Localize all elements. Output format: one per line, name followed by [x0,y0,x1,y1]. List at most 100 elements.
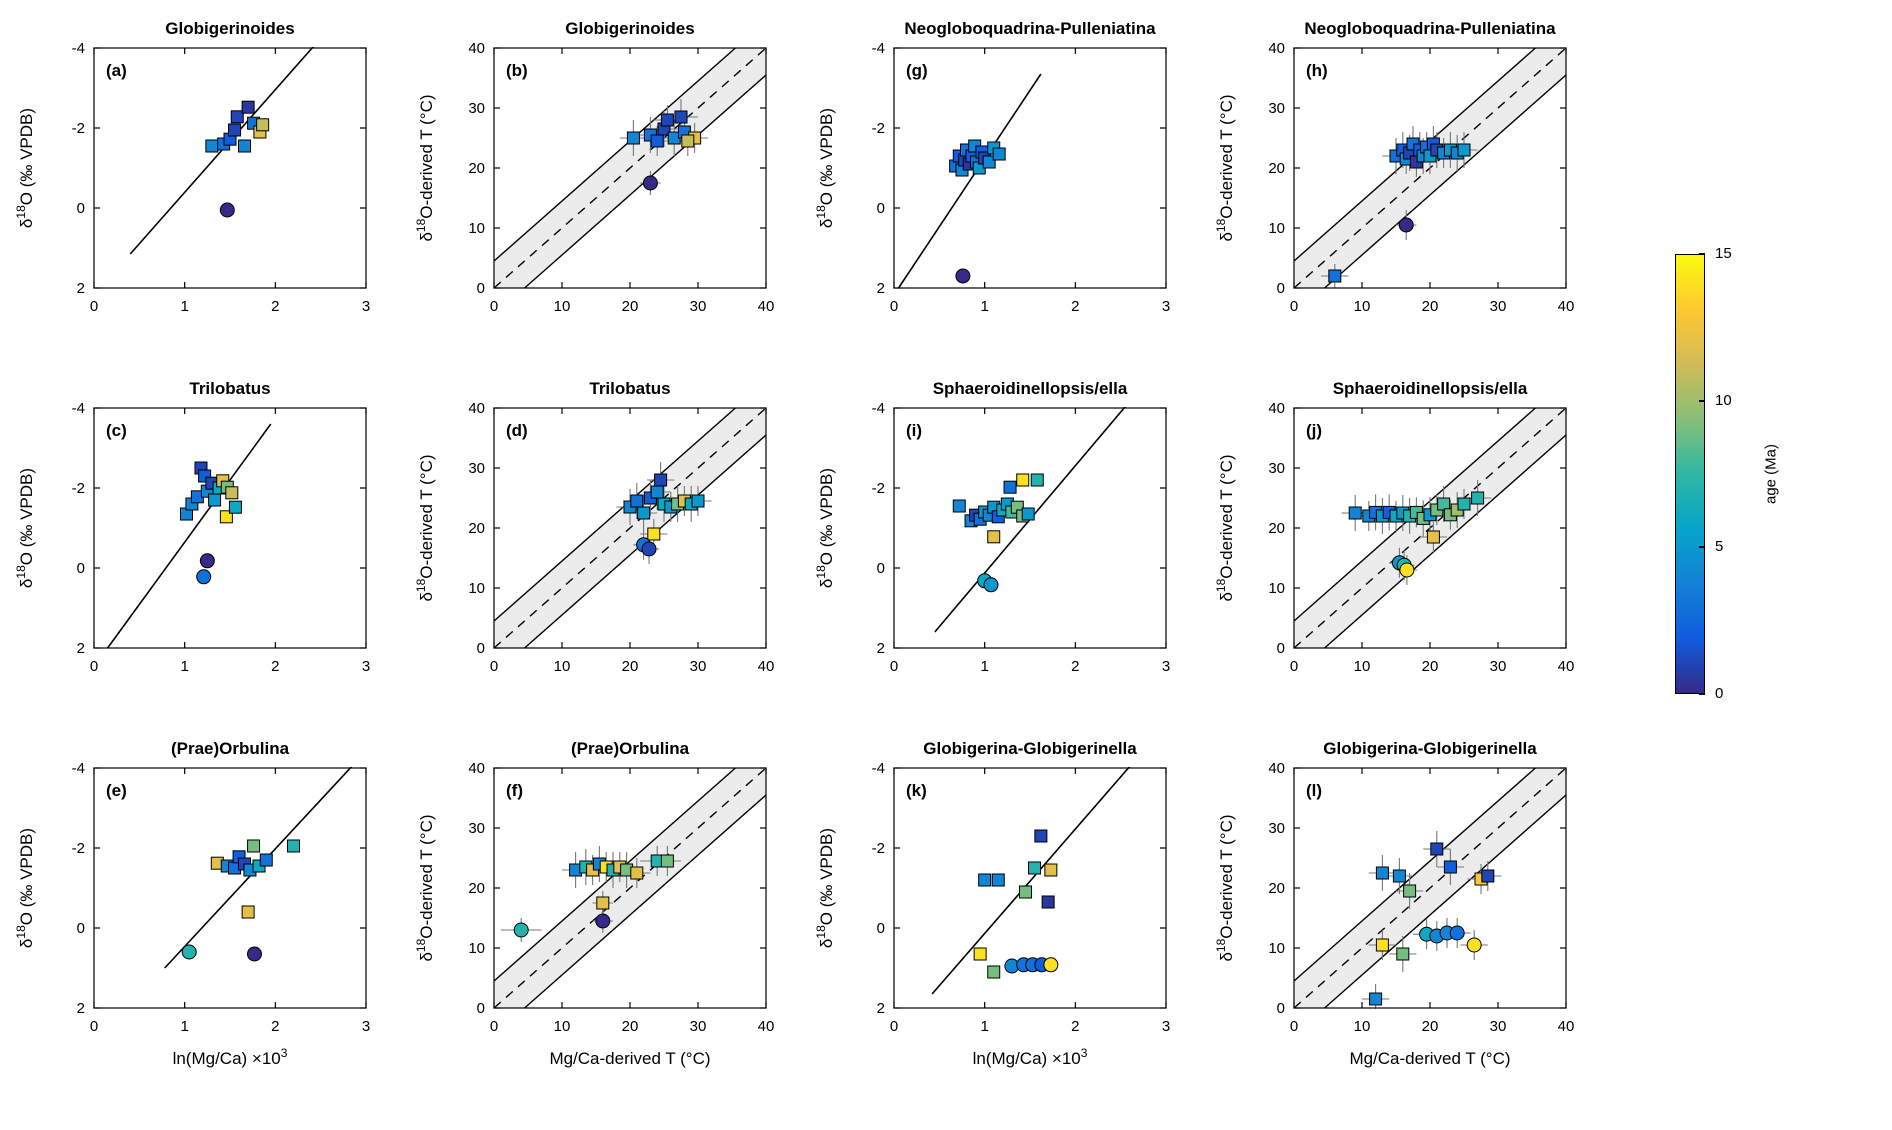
panel-letter: (f) [506,781,523,800]
plot-layer [1293,407,1567,649]
plot-layer [934,407,1127,633]
x-tick-label: 3 [362,298,370,315]
plot-layer [129,47,315,255]
x-tick-label: 40 [758,1018,775,1035]
x-tick-label: 0 [1290,658,1298,675]
colorbar-gradient [1675,254,1705,694]
data-point-circle [181,944,197,960]
identity-line [1293,767,1567,1009]
data-point-square [1457,497,1471,511]
y-tick-label: 0 [877,560,885,577]
plot-box [93,407,367,649]
panel-title: Sphaeroidinellopsis/ella [1333,379,1528,398]
panel-title: Globigerina-Globigerinella [1323,739,1537,758]
data-point-square [1426,530,1440,544]
panel-d: Trilobatus 0 10 20 30 40 0 10 20 30 40 (d) δ18O-deri… [414,379,774,675]
band-lower-line [524,794,767,1009]
data-point-square [230,110,244,124]
x-tick-label: 40 [1558,298,1575,315]
plot-box [93,767,367,1009]
y-tick-label: 0 [1277,1000,1285,1017]
panel-title: Globigerinoides [165,19,294,38]
y-tick-label: 0 [477,640,485,657]
x-tick-label: 0 [90,1018,98,1035]
x-tick-label: 20 [1422,1018,1439,1035]
y-tick-label: 20 [468,520,485,537]
colorbar-area: age (Ma) 0 5 10 15 [1608,14,1872,1094]
x-tick-label: 10 [1354,658,1371,675]
data-point-circle [246,946,262,962]
y-tick-label: -2 [872,120,885,137]
y-axis-label: δ18O-derived T (°C) [414,94,436,241]
plot-layer [897,73,1042,289]
y-axis-label: δ18O (‰ VPDB) [14,468,36,588]
panel-letter: (a) [106,61,127,80]
colorbar: age (Ma) 0 5 10 15 [1675,246,1805,701]
colorbar-tick [1699,546,1705,549]
x-axis-label: Mg/Ca-derived T (°C) [549,1049,710,1068]
panel-title: Neogloboquadrina-Pulleniatina [1304,19,1556,38]
y-tick-label: -4 [72,400,85,417]
panel-letter: (l) [1306,781,1322,800]
x-tick-label: 2 [271,1018,279,1035]
data-point-square [660,113,674,127]
y-tick-label: 30 [1268,820,1285,837]
paper-figure: Globigerinoides 0 1 2 3 -4 -2 0 2 (a) δ18O (‰ VPDB… [14,14,1872,1094]
y-tick-label: 20 [1268,520,1285,537]
data-point-square [630,494,644,508]
x-tick-label: 3 [362,658,370,675]
y-axis-label: δ18O (‰ VPDB) [814,828,836,948]
data-point-square [205,139,219,153]
x-tick-label: 2 [1071,658,1079,675]
panel-letter: (h) [1306,61,1328,80]
data-point-square [637,506,651,520]
y-tick-label: 40 [1268,760,1285,777]
panel-l: Globigerina-Globigerinella 0 10 20 30 40 0 10 20… [1214,739,1574,1068]
y-tick-label: 40 [468,760,485,777]
x-axis-label: ln(Mg/Ca) ×103 [973,1046,1088,1068]
data-point-square [952,499,966,513]
x-tick-label: 0 [90,658,98,675]
panel-letter: (g) [906,61,928,80]
panel-b: Globigerinoides 0 10 20 30 40 0 10 20 30 40 (b) δ18O… [414,19,774,315]
data-point-square [1375,938,1389,952]
y-tick-label: -2 [872,480,885,497]
y-tick-label: 2 [77,280,85,297]
x-tick-label: 2 [271,298,279,315]
data-point-square [1369,992,1383,1006]
band-upper-line [493,47,736,262]
data-point-square [208,493,222,507]
band-lower-line [1324,74,1567,289]
y-tick-label: -4 [72,40,85,57]
x-tick-label: 30 [1490,658,1507,675]
panel-title: Neogloboquadrina-Pulleniatina [904,19,1156,38]
data-point-square [219,510,233,524]
colorbar-tick [1699,399,1705,402]
data-point-square [1348,506,1362,520]
x-tick-label: 0 [1290,1018,1298,1035]
y-tick-label: -2 [872,840,885,857]
y-tick-label: 10 [1268,940,1285,957]
x-tick-label: 1 [180,298,188,315]
data-point-square [647,527,661,541]
panel-letter: (b) [506,61,528,80]
x-tick-label: 0 [490,658,498,675]
data-point-square [286,839,300,853]
plot-layer [493,767,767,1009]
data-point-circle [513,922,529,938]
panel-letter: (e) [106,781,127,800]
plot-layer [106,423,272,649]
data-point-square [1403,884,1417,898]
x-tick-label: 10 [554,298,571,315]
x-tick-label: 0 [1290,298,1298,315]
data-point-square [650,485,664,499]
data-point-circle [199,553,215,569]
y-tick-label: 10 [1268,220,1285,237]
plot-box [893,767,1167,1009]
data-point-circle [1043,957,1059,973]
x-tick-label: 1 [180,1018,188,1035]
data-point-circle [955,268,971,284]
colorbar-tick-label: 10 [1715,391,1732,409]
